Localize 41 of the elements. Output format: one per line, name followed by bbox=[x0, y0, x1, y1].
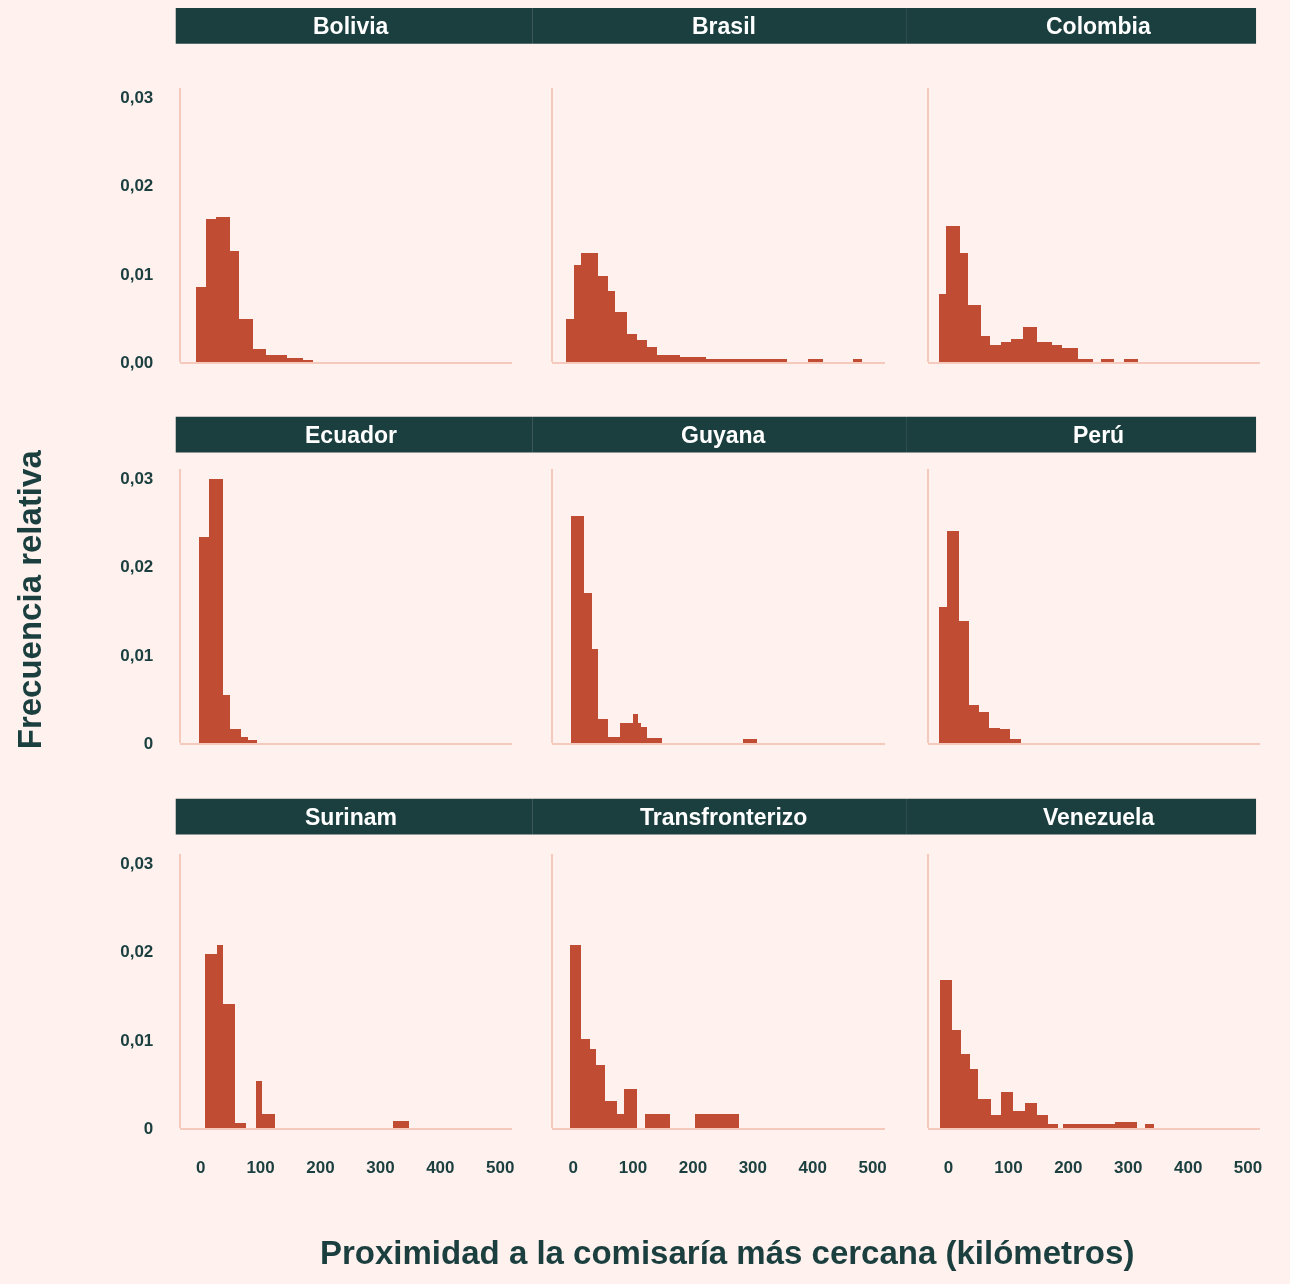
x-tick-label: 200 bbox=[1054, 1157, 1083, 1177]
x-axis-title: Proximidad a la comisaría más cercana (kilómetros) bbox=[320, 1234, 1135, 1271]
y-tick-label: 0,01 bbox=[120, 645, 154, 665]
chart-title: Guyana bbox=[681, 422, 766, 448]
chart-title: Bolivia bbox=[313, 13, 389, 39]
chart-title: Brasil bbox=[692, 13, 756, 39]
x-tick-label: 100 bbox=[994, 1157, 1023, 1177]
x-tick-label: 300 bbox=[738, 1157, 768, 1177]
y-tick-label: 0,03 bbox=[120, 854, 154, 874]
x-tick-label: 0 bbox=[195, 1157, 206, 1177]
x-tick-label: 0 bbox=[943, 1157, 954, 1177]
x-tick-label: 400 bbox=[798, 1157, 827, 1177]
x-tick-label: 500 bbox=[1233, 1157, 1263, 1177]
x-tick-label: 300 bbox=[1114, 1157, 1143, 1177]
x-tick-label: 300 bbox=[366, 1157, 395, 1177]
chart-title: Surinam bbox=[305, 804, 398, 830]
x-tick-label: 100 bbox=[246, 1157, 275, 1177]
chart-title: Colombia bbox=[1046, 13, 1151, 39]
y-tick-label: 0,03 bbox=[120, 88, 154, 108]
chart-title: Transfronterizo bbox=[640, 804, 808, 830]
y-tick-label: 0,03 bbox=[120, 469, 154, 489]
y-tick-label: 0 bbox=[143, 1119, 154, 1139]
y-tick-label: 0,02 bbox=[120, 942, 154, 962]
y-tick-label: 0,01 bbox=[120, 264, 154, 284]
x-tick-label: 200 bbox=[678, 1157, 708, 1177]
x-tick-label: 100 bbox=[618, 1157, 648, 1177]
y-tick-label: 0,00 bbox=[120, 353, 154, 373]
x-tick-label: 500 bbox=[486, 1157, 515, 1177]
y-tick-label: 0,01 bbox=[120, 1030, 154, 1050]
y-tick-label: 0 bbox=[143, 734, 154, 754]
x-tick-label: 0 bbox=[568, 1157, 578, 1177]
chart-title: Ecuador bbox=[305, 422, 398, 448]
x-tick-label: 200 bbox=[306, 1157, 335, 1177]
y-axis-title: Frecuencia relativa bbox=[10, 449, 48, 750]
chart-title: Venezuela bbox=[1043, 804, 1155, 830]
x-tick-label: 400 bbox=[426, 1157, 455, 1177]
chart-title: Perú bbox=[1073, 422, 1125, 448]
x-tick-label: 500 bbox=[858, 1157, 887, 1177]
y-tick-label: 0,02 bbox=[120, 176, 154, 196]
y-tick-label: 0,02 bbox=[120, 557, 154, 577]
x-tick-label: 400 bbox=[1173, 1157, 1203, 1177]
